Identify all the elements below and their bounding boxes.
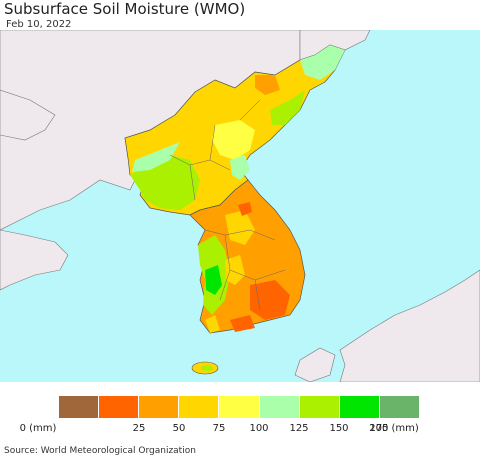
soil-moisture-map bbox=[0, 30, 480, 382]
legend-colorbar bbox=[59, 396, 419, 418]
legend-swatch bbox=[379, 396, 419, 418]
shandong-land bbox=[0, 229, 69, 291]
legend-swatch bbox=[59, 396, 100, 418]
legend-tick-label: 125 bbox=[289, 423, 309, 434]
legend-swatch bbox=[299, 396, 340, 418]
legend-swatch bbox=[259, 396, 300, 418]
legend-tick-label: 50 bbox=[172, 423, 186, 434]
legend-tick-label: 0 (mm) bbox=[19, 423, 57, 434]
source-credit: Source: World Meteorological Organizatio… bbox=[4, 446, 196, 456]
legend-tick-label: 200 (mm) bbox=[369, 423, 419, 434]
legend-ticks: 0 (mm) 25 50 75 100 125 150 175 200 (mm) bbox=[0, 423, 480, 437]
legend-swatch bbox=[99, 396, 140, 418]
japan-kyushu bbox=[294, 347, 336, 382]
map-date: Feb 10, 2022 bbox=[6, 19, 72, 30]
legend-swatch bbox=[179, 396, 220, 418]
map-title: Subsurface Soil Moisture (WMO) bbox=[4, 0, 246, 18]
legend-swatch bbox=[219, 396, 260, 418]
china-peninsula bbox=[0, 89, 56, 141]
japan-honshu bbox=[339, 269, 480, 382]
legend-tick-label: 75 bbox=[212, 423, 226, 434]
legend-tick-label: 150 bbox=[329, 423, 349, 434]
legend-swatch bbox=[339, 396, 380, 418]
north-korea bbox=[124, 44, 346, 216]
province-borders bbox=[169, 99, 286, 311]
legend-tick-label: 25 bbox=[132, 423, 146, 434]
legend-tick-label: 100 bbox=[249, 423, 269, 434]
legend-swatch bbox=[139, 396, 180, 418]
legend-tick-label: 175 bbox=[369, 423, 389, 434]
